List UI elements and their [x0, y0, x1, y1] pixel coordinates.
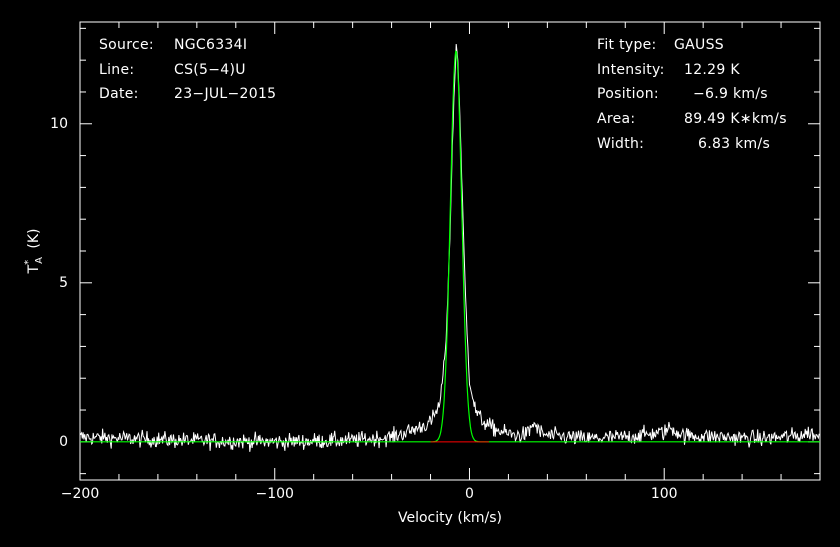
- x-tick-label: −200: [60, 486, 100, 502]
- x-tick-label: 0: [465, 486, 474, 502]
- gauss-fit-line: [80, 50, 820, 443]
- date-label: Date:: [99, 86, 139, 102]
- fit-type-label: Fit type:: [597, 37, 657, 53]
- source-value: NGC6334I: [174, 37, 248, 53]
- x-tick-label: −100: [255, 486, 294, 502]
- position-value: −6.9 km/s: [693, 86, 768, 102]
- y-axis-title-main: T: [26, 264, 42, 274]
- position-label: Position:: [597, 86, 659, 102]
- line-value: CS(5−4)U: [174, 62, 246, 78]
- date-value: 23−JUL−2015: [174, 86, 277, 102]
- y-tick-label: 10: [50, 115, 68, 132]
- source-label: Source:: [99, 37, 154, 53]
- y-tick-label: 5: [59, 274, 68, 291]
- intensity-value: 12.29 K: [684, 62, 740, 78]
- x-axis-title: Velocity (km/s): [397, 510, 503, 526]
- x-tick-label: 100: [650, 486, 678, 502]
- y-axis-title-sub: A: [34, 257, 45, 264]
- width-label: Width:: [597, 136, 645, 152]
- area-label: Area:: [597, 111, 636, 127]
- y-axis-title: T*A (K): [23, 228, 45, 274]
- y-axis-title-unit: (K): [26, 228, 42, 249]
- intensity-label: Intensity:: [597, 62, 665, 78]
- line-label: Line:: [99, 62, 135, 78]
- y-axis-title-sup: *: [23, 259, 34, 265]
- width-value: 6.83 km/s: [698, 136, 771, 152]
- y-tick-label: 0: [59, 433, 68, 450]
- fit-type-value: GAUSS: [674, 37, 724, 53]
- area-value: 89.49 K∗km/s: [684, 111, 787, 127]
